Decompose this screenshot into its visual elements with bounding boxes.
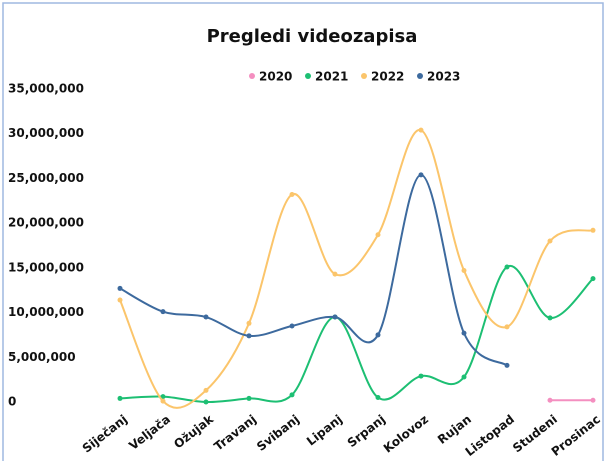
legend-label: 2022: [371, 70, 404, 84]
y-tick-label: 25,000,000: [8, 171, 84, 185]
data-point: [203, 314, 209, 320]
legend-marker: [249, 73, 255, 79]
data-point: [375, 395, 381, 401]
data-point: [461, 268, 467, 274]
x-tick-label: Siječanj: [80, 412, 130, 456]
data-point: [203, 387, 209, 393]
chart-title: Pregledi videozapisa: [207, 26, 418, 47]
legend-marker: [305, 73, 311, 79]
data-point: [418, 373, 424, 379]
data-point: [547, 315, 553, 321]
data-point: [590, 276, 596, 282]
data-point: [246, 395, 252, 401]
x-tick-label: Rujan: [435, 412, 474, 447]
legend-marker: [417, 73, 423, 79]
data-point: [289, 192, 295, 198]
x-tick-label: Veljača: [126, 412, 173, 453]
data-point: [375, 332, 381, 338]
data-point: [418, 127, 424, 133]
data-point: [461, 330, 467, 336]
x-tick-label: Kolovoz: [381, 412, 431, 456]
series-line: [119, 173, 508, 367]
data-point: [160, 398, 166, 404]
y-tick-label: 0: [8, 395, 16, 409]
y-tick-label: 15,000,000: [8, 260, 84, 274]
legend-label: 2023: [427, 70, 460, 84]
legend-label: 2020: [259, 70, 292, 84]
data-point: [203, 399, 209, 405]
data-point: [504, 362, 510, 368]
data-point: [332, 271, 338, 277]
data-point: [375, 232, 381, 238]
x-tick-label: Ožujak: [171, 411, 217, 451]
y-tick-label: 10,000,000: [8, 305, 84, 319]
data-point: [160, 394, 166, 400]
data-point: [332, 314, 338, 320]
data-point: [117, 285, 123, 291]
data-point: [504, 264, 510, 270]
data-point: [504, 324, 510, 330]
data-point: [117, 395, 123, 401]
x-tick-label: Lipanj: [304, 412, 345, 448]
data-point: [246, 320, 252, 326]
legend-label: 2021: [315, 70, 348, 84]
x-tick-label: Travanj: [211, 412, 259, 453]
data-point: [289, 323, 295, 329]
data-point: [547, 238, 553, 244]
series-line: [119, 129, 594, 409]
y-tick-label: 35,000,000: [8, 82, 84, 96]
data-point: [461, 374, 467, 380]
data-point: [289, 392, 295, 398]
data-point: [547, 397, 553, 403]
y-tick-label: 20,000,000: [8, 216, 84, 230]
data-point: [246, 333, 252, 339]
x-tick-label: Svibanj: [254, 412, 302, 454]
y-tick-label: 5,000,000: [8, 350, 76, 364]
y-tick-label: 30,000,000: [8, 126, 84, 140]
legend-marker: [361, 73, 367, 79]
data-point: [160, 309, 166, 315]
data-point: [590, 227, 596, 233]
data-point: [590, 397, 596, 403]
data-point: [418, 172, 424, 178]
data-point: [117, 297, 123, 303]
